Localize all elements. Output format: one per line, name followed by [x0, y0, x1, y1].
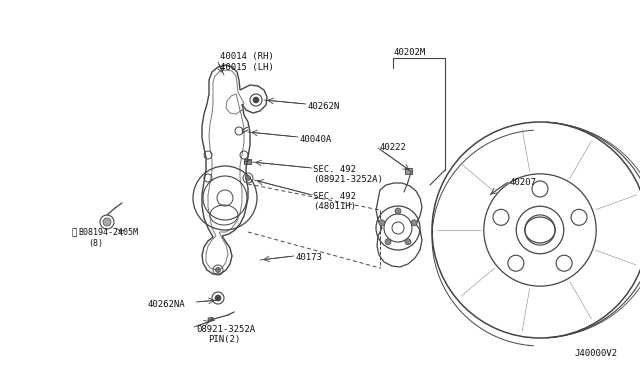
Circle shape — [253, 97, 259, 103]
Text: (48011H): (48011H) — [313, 202, 356, 211]
Text: 40222: 40222 — [380, 143, 407, 152]
Bar — [208, 317, 213, 321]
Circle shape — [385, 239, 391, 245]
Text: B08194-2405M: B08194-2405M — [78, 228, 138, 237]
Text: 40202M: 40202M — [393, 48, 425, 57]
Text: SEC. 492: SEC. 492 — [313, 165, 356, 174]
Circle shape — [395, 208, 401, 214]
Text: 40262N: 40262N — [308, 102, 340, 111]
Text: PIN(2): PIN(2) — [208, 335, 240, 344]
Circle shape — [103, 218, 111, 226]
Text: (08921-3252A): (08921-3252A) — [313, 175, 383, 184]
Bar — [244, 159, 251, 164]
Text: SEC. 492: SEC. 492 — [313, 192, 356, 201]
Text: 40173: 40173 — [295, 253, 322, 262]
Text: J40000V2: J40000V2 — [574, 349, 617, 358]
Text: 40015 (LH): 40015 (LH) — [220, 63, 274, 72]
Circle shape — [216, 267, 221, 273]
Circle shape — [215, 295, 221, 301]
Circle shape — [246, 176, 250, 180]
Circle shape — [405, 239, 411, 245]
Text: 40262NA: 40262NA — [148, 300, 186, 309]
Circle shape — [379, 220, 385, 226]
Text: 40014 (RH): 40014 (RH) — [220, 52, 274, 61]
Text: (8): (8) — [88, 239, 103, 248]
Bar — [405, 168, 412, 174]
Circle shape — [411, 220, 417, 226]
Text: 40040A: 40040A — [300, 135, 332, 144]
Text: Ⓡ: Ⓡ — [72, 228, 77, 237]
Text: 08921-3252A: 08921-3252A — [196, 325, 255, 334]
Text: 40207: 40207 — [510, 178, 537, 187]
